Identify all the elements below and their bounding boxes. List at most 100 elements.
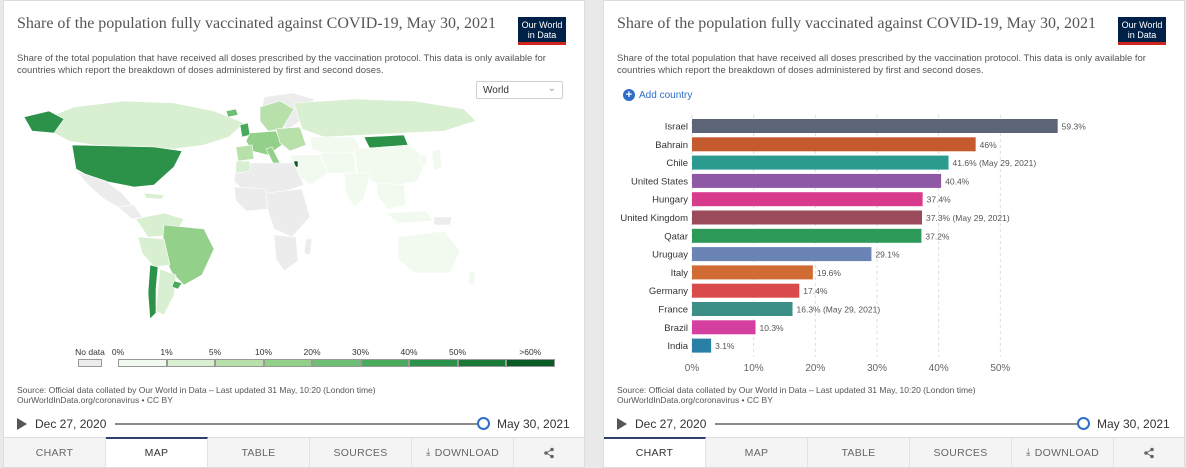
map-uruguay [171, 280, 183, 290]
download-icon: ⤓ [1026, 447, 1031, 458]
chart-subtitle: Share of the total population that have … [17, 53, 546, 76]
tab-bar: CHART MAP TABLE SOURCES ⤓ DOWNLOAD [4, 437, 584, 467]
timeline-track[interactable] [115, 423, 483, 425]
tab-chart[interactable]: CHART [4, 438, 106, 467]
chevron-down-icon: ⌄ [547, 83, 556, 94]
legend-tick-label: 40% [400, 347, 418, 357]
map-uk [239, 122, 251, 138]
tab-map[interactable]: MAP [106, 437, 208, 467]
tab-table[interactable]: TABLE [208, 438, 310, 467]
chart-title: Share of the population fully vaccinated… [617, 15, 1096, 32]
legend-tick-label: 0% [111, 347, 125, 357]
add-country-button[interactable]: + Add country [623, 89, 692, 101]
bar [692, 210, 923, 225]
bar-value-label: 10.3% [760, 323, 785, 333]
legend-tick-label: >60% [519, 347, 542, 357]
x-tick-label: 20% [805, 363, 825, 374]
plus-icon: + [623, 89, 635, 101]
bar-category-label: Bahrain [655, 140, 688, 151]
legend-no-data-swatch [78, 359, 102, 367]
tab-chart-label: CHART [35, 446, 74, 459]
map-legend: No data 0% 1% 5% 10% 20% 30% 40% 50% >60% [68, 347, 555, 373]
map-chile [147, 264, 159, 320]
download-icon: ⤓ [426, 447, 431, 458]
bar-category-label: France [658, 305, 688, 316]
bar-category-label: Qatar [664, 231, 688, 242]
timeline-track[interactable] [715, 423, 1083, 425]
legend-tick-label: 50% [448, 347, 467, 357]
map-central-africa [265, 188, 311, 238]
chart-subtitle: Share of the total population that have … [617, 53, 1146, 76]
source-line-2: OurWorldInData.org/coronavirus • CC BY [617, 395, 773, 405]
map-papua [433, 216, 453, 226]
bar-value-label: 59.3% [1062, 122, 1087, 132]
tab-download-label: DOWNLOAD [1034, 446, 1099, 459]
tab-download[interactable]: ⤓ DOWNLOAD [412, 438, 514, 467]
world-map[interactable] [14, 89, 484, 329]
map-alaska [23, 110, 65, 134]
timeline-handle[interactable] [477, 417, 490, 430]
bar-value-label: 37.3% (May 29, 2021) [926, 213, 1010, 223]
bar [692, 119, 1058, 133]
timeline-handle[interactable] [1077, 417, 1090, 430]
map-india [343, 172, 371, 208]
bar-chart: 0% 10% 20% 30% 40% 50% Israel 59.3% Bahrain 46% Ch… [620, 115, 1087, 374]
tab-sources[interactable]: SOURCES [910, 438, 1012, 467]
map-central-america [117, 204, 143, 220]
tab-table[interactable]: TABLE [808, 438, 910, 467]
map-iberia [235, 144, 255, 162]
share-button[interactable] [514, 438, 584, 467]
share-icon [1144, 447, 1154, 458]
map-argentina [155, 268, 177, 316]
map-korea [419, 154, 427, 166]
bar [692, 302, 793, 316]
bar-category-label: Hungary [652, 195, 688, 206]
owid-logo[interactable]: Our World in Data [518, 17, 566, 45]
bar [692, 320, 756, 335]
tab-map-label: MAP [744, 446, 769, 459]
tab-chart[interactable]: CHART [604, 437, 706, 467]
map-kazakhstan [309, 136, 363, 156]
map-indonesia [385, 210, 435, 224]
bar [692, 228, 922, 243]
legend-swatch [215, 359, 264, 367]
source-line-1: Source: Official data collated by Our Wo… [617, 385, 976, 395]
bar-category-label: United States [631, 176, 688, 187]
tab-map-label: MAP [144, 447, 169, 459]
play-icon[interactable] [617, 418, 627, 430]
bar [692, 192, 923, 207]
owid-logo[interactable]: Our World in Data [1118, 17, 1166, 45]
tab-sources[interactable]: SOURCES [310, 438, 412, 467]
legend-swatch [166, 359, 215, 367]
map-caribbean [143, 192, 165, 200]
map-canada [43, 100, 245, 150]
legend-no-data-label: No data [75, 347, 105, 357]
add-country-label: Add country [639, 89, 693, 101]
legend-tick-label: 5% [208, 347, 222, 357]
bar [692, 247, 872, 262]
source-note: Source: Official data collated by Our Wo… [617, 385, 976, 405]
source-note: Source: Official data collated by Our Wo… [17, 385, 376, 405]
legend-swatch [263, 359, 312, 367]
source-line-2: OurWorldInData.org/coronavirus • CC BY [17, 395, 173, 405]
legend-swatch [409, 359, 458, 367]
share-button[interactable] [1114, 438, 1184, 467]
legend-tick-label: 30% [351, 347, 370, 357]
bar [692, 137, 976, 152]
bar-value-label: 37.4% [927, 195, 952, 205]
tab-sources-label: SOURCES [333, 446, 388, 459]
tab-map[interactable]: MAP [706, 438, 808, 467]
play-icon[interactable] [17, 418, 27, 430]
tab-table-label: TABLE [241, 446, 276, 459]
bar [692, 173, 942, 188]
timeline: Dec 27, 2020 May 30, 2021 [17, 415, 577, 433]
tab-download[interactable]: ⤓ DOWNLOAD [1012, 438, 1114, 467]
map-panel: Share of the population fully vaccinated… [3, 0, 585, 468]
legend-swatch [118, 359, 167, 367]
source-line-1: Source: Official data collated by Our Wo… [17, 385, 376, 395]
map-iceland [225, 108, 239, 118]
logo-text-1: Our World [1121, 20, 1163, 30]
logo-text-2: in Data [1127, 30, 1157, 40]
region-select[interactable]: World ⌄ [476, 81, 563, 99]
map-eastern-europe [275, 126, 307, 152]
